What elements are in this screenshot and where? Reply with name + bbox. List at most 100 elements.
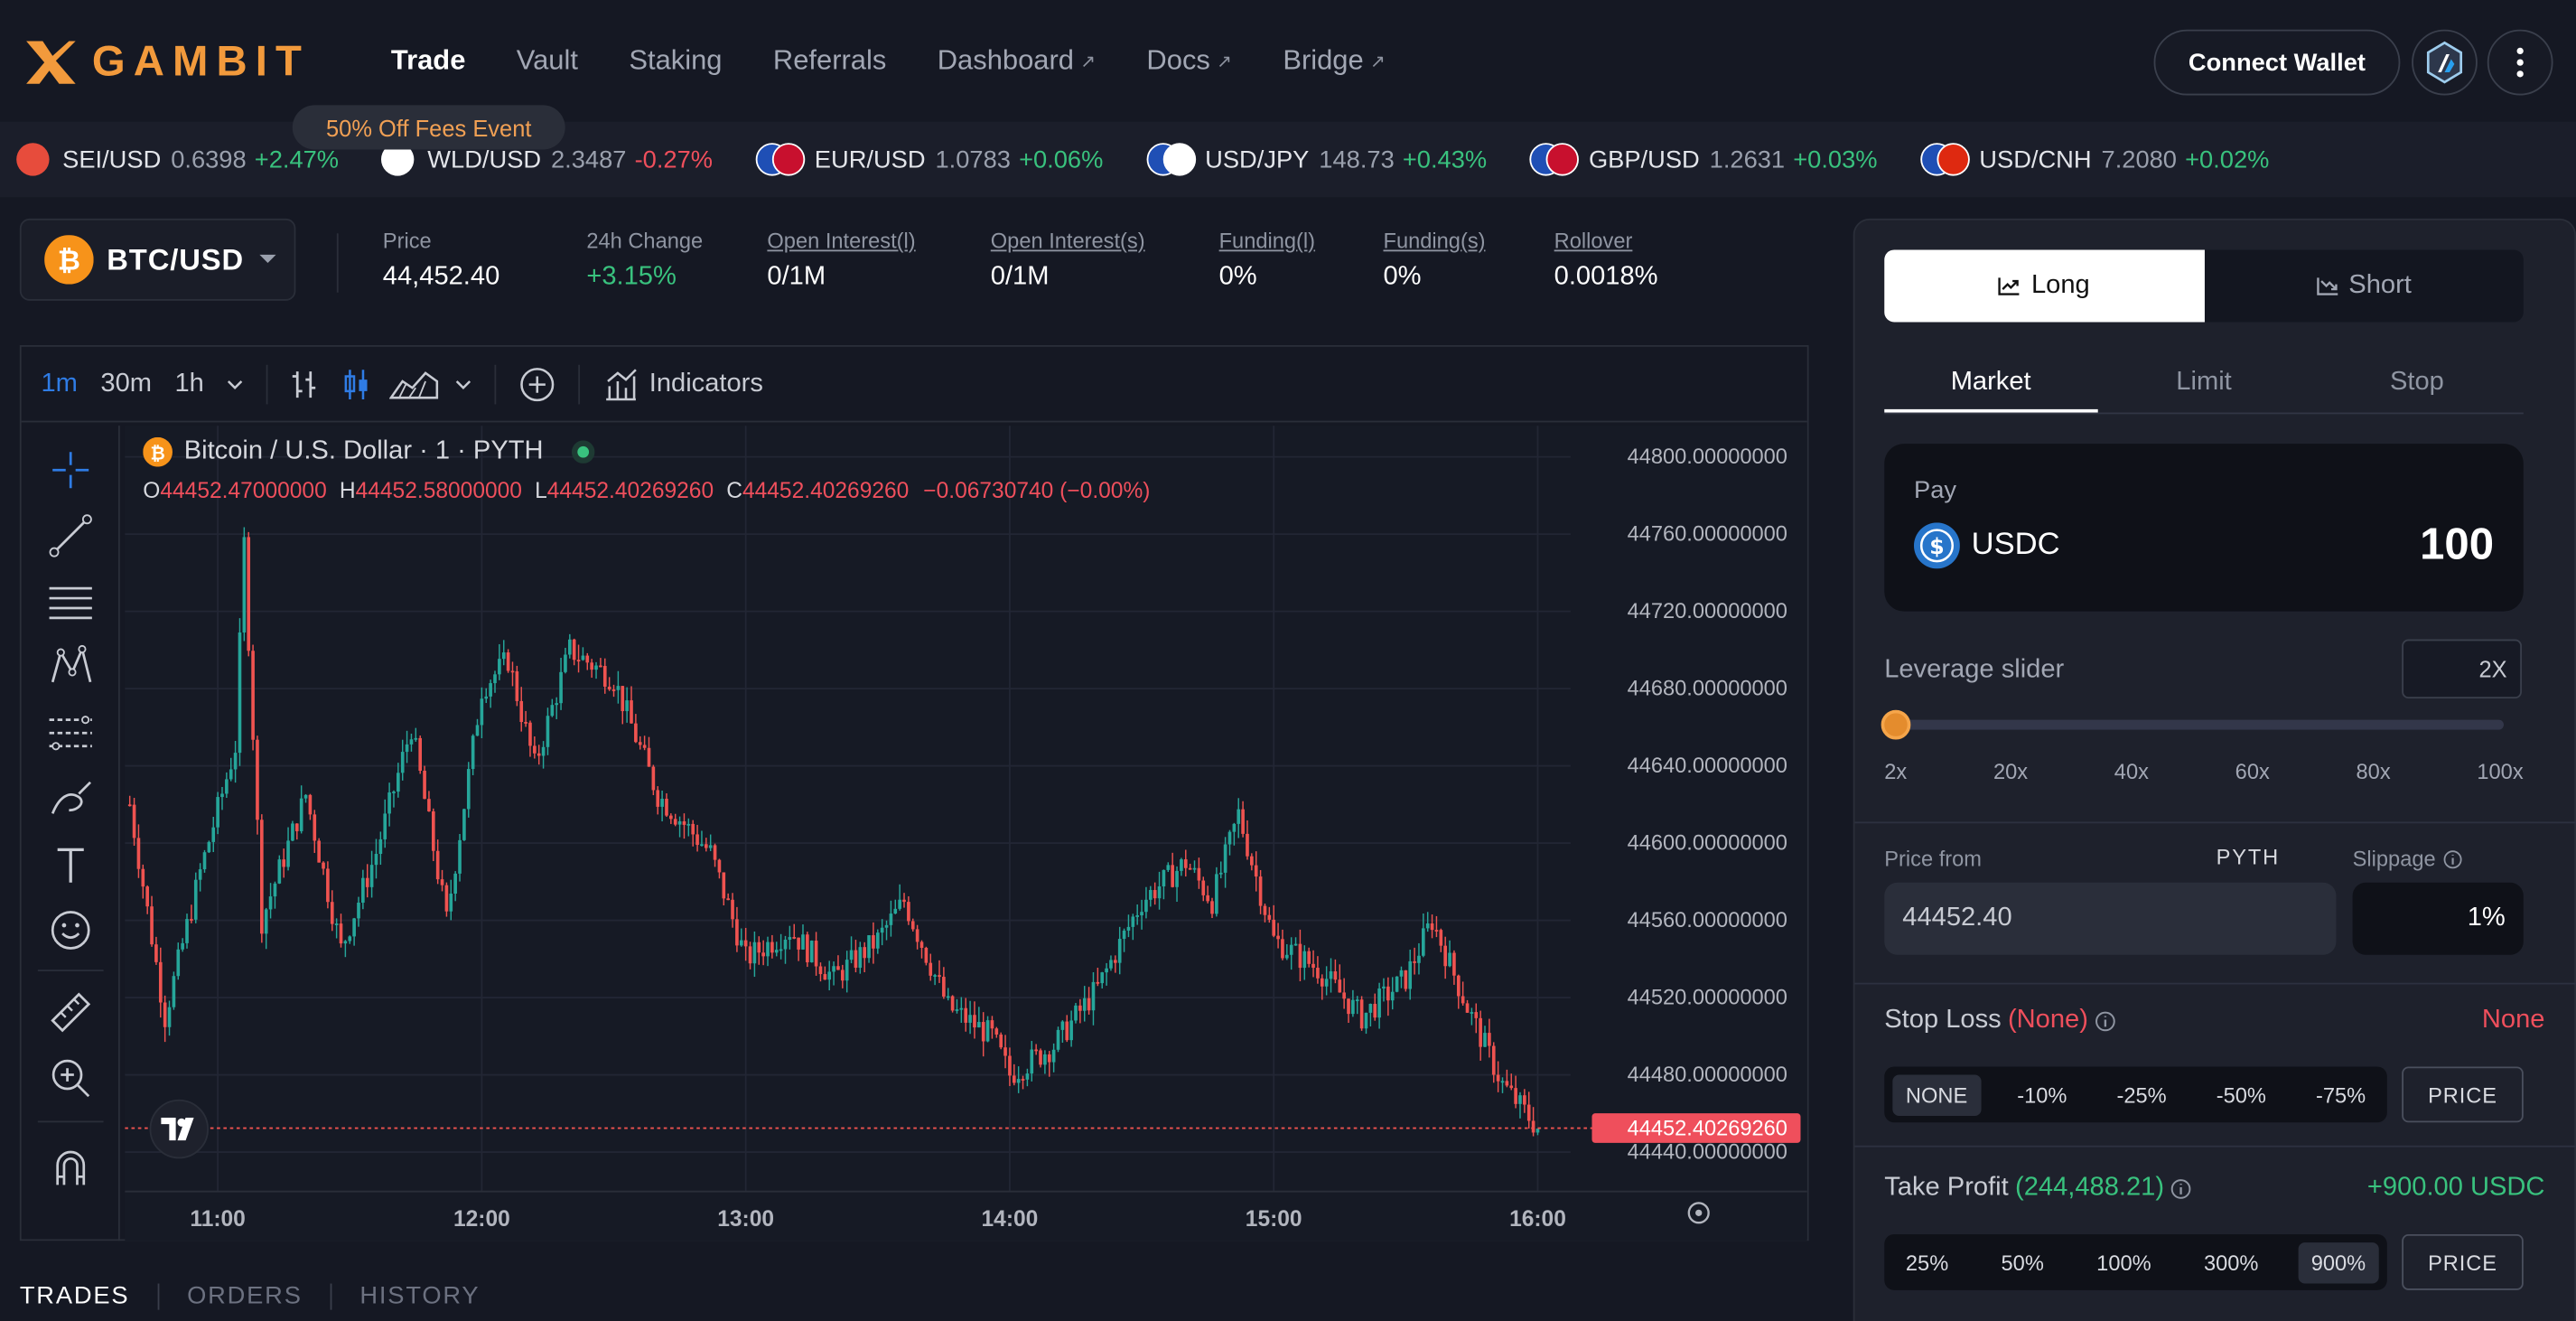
tradingview-logo[interactable]	[149, 1099, 209, 1159]
connect-wallet-button[interactable]: Connect Wallet	[2153, 29, 2401, 96]
close-label: C	[726, 478, 742, 503]
horizontal-lines-icon[interactable]	[46, 576, 96, 626]
promo-badge[interactable]: 50% Off Fees Event	[292, 105, 565, 150]
market-stat[interactable]: Open Interest(l) 0/1M	[767, 229, 915, 293]
stop-loss-option[interactable]: -25%	[2116, 1082, 2167, 1108]
leverage-thumb[interactable]	[1881, 709, 1911, 740]
ticker-item[interactable]: WLD/USD 2.3487 -0.27%	[381, 141, 713, 177]
chevron-down-icon[interactable]	[455, 379, 471, 389]
candle-body	[1148, 889, 1153, 900]
text-tool-icon[interactable]	[46, 839, 96, 889]
ticker-item[interactable]: GBP/USD 1.2631 +0.03%	[1529, 141, 1878, 177]
candle-body	[233, 753, 238, 770]
interval-1h[interactable]: 1h	[174, 369, 204, 398]
nav-staking[interactable]: Staking	[629, 44, 722, 77]
take-profit-option[interactable]: 100%	[2096, 1250, 2151, 1275]
pattern-icon[interactable]	[46, 642, 96, 692]
ticker-item[interactable]: USD/JPY 148.73 +0.43%	[1145, 141, 1487, 177]
slippage-input[interactable]: 1%	[2352, 882, 2524, 955]
ruler-icon[interactable]	[46, 988, 96, 1037]
divider	[1854, 821, 2576, 824]
nav-vault[interactable]: Vault	[517, 44, 578, 77]
candle-body	[1218, 872, 1223, 875]
zoom-in-icon[interactable]	[46, 1054, 96, 1103]
info-icon[interactable]	[2095, 1010, 2116, 1032]
emoji-icon[interactable]	[46, 905, 96, 955]
network-selector-button[interactable]	[2412, 29, 2478, 96]
leverage-mark[interactable]: 100x	[2477, 759, 2524, 784]
gambit-logo[interactable]: GAMBIT	[23, 36, 309, 87]
market-selector[interactable]: ₿ BTC/USD	[19, 218, 296, 301]
tab-market[interactable]: Market	[1884, 355, 2098, 413]
nav-bridge[interactable]: Bridge ↗	[1283, 44, 1385, 77]
take-profit-option[interactable]: 900%	[2298, 1241, 2379, 1283]
stop-loss-option[interactable]: NONE	[1892, 1073, 1981, 1116]
ticker-item[interactable]: SEI/USD 0.6398 +2.47%	[16, 141, 339, 177]
indicators-icon[interactable]	[603, 366, 639, 402]
stop-loss-price-button[interactable]: PRICE	[2402, 1066, 2524, 1123]
candle-body	[303, 794, 308, 799]
candle-body	[1443, 945, 1447, 967]
divider	[266, 363, 268, 404]
take-profit-option[interactable]: 25%	[1905, 1250, 1949, 1275]
nav-referrals[interactable]: Referrals	[773, 44, 886, 77]
market-stat[interactable]: Open Interest(s) 0/1M	[991, 229, 1145, 293]
leverage-input[interactable]: 2X	[2402, 639, 2522, 699]
market-stat[interactable]: Rollover 0.0018%	[1554, 229, 1658, 293]
short-button[interactable]: Short	[2204, 249, 2524, 322]
interval-30m[interactable]: 30m	[100, 369, 152, 398]
take-profit-option[interactable]: 300%	[2203, 1250, 2259, 1275]
brush-icon[interactable]	[46, 774, 96, 824]
candles-icon[interactable]	[341, 368, 373, 400]
open-value: 44452.47000000	[160, 478, 327, 503]
candle-body	[1434, 930, 1439, 932]
market-stat[interactable]: Funding(s) 0%	[1383, 229, 1485, 293]
long-button[interactable]: Long	[1884, 249, 2205, 323]
pay-amount-input[interactable]: 100	[2420, 519, 2495, 569]
take-profit-price-button[interactable]: PRICE	[2402, 1233, 2524, 1290]
leverage-mark[interactable]: 80x	[2356, 759, 2391, 784]
more-menu-button[interactable]	[2487, 29, 2553, 96]
stop-loss-option[interactable]: -75%	[2315, 1082, 2366, 1108]
interval-1m[interactable]: 1m	[41, 369, 78, 398]
candle-body	[409, 739, 414, 745]
bar-chart-icon[interactable]	[288, 368, 321, 400]
nav-trade[interactable]: Trade	[391, 44, 466, 77]
stop-loss-option[interactable]: -10%	[2017, 1082, 2067, 1108]
info-icon[interactable]	[2442, 848, 2462, 868]
ticker-item[interactable]: USD/CNH 7.2080 +0.02%	[1919, 141, 2269, 177]
indicators-button[interactable]: Indicators	[649, 369, 763, 398]
stop-loss-option[interactable]: -50%	[2216, 1082, 2266, 1108]
candle-body	[898, 899, 901, 909]
nav-dashboard[interactable]: Dashboard ↗	[938, 44, 1096, 77]
candle-body	[717, 859, 722, 873]
take-profit-option[interactable]: 50%	[2001, 1250, 2044, 1275]
candlestick-chart[interactable]: 44800.00000000 44760.00000000 44720.000000…	[125, 426, 1807, 1241]
area-chart-icon[interactable]	[389, 368, 439, 400]
chevron-down-icon[interactable]	[227, 379, 243, 389]
trend-line-icon[interactable]	[46, 511, 96, 561]
leverage-mark[interactable]: 2x	[1884, 759, 1908, 784]
leverage-mark[interactable]: 60x	[2235, 759, 2270, 784]
magnet-icon[interactable]	[46, 1142, 96, 1192]
pay-token[interactable]: USDC	[1971, 527, 2060, 563]
nav-docs[interactable]: Docs ↗	[1146, 44, 1231, 77]
tab-limit[interactable]: Limit	[2176, 368, 2232, 397]
leverage-mark[interactable]: 40x	[2114, 759, 2149, 784]
crosshair-icon[interactable]	[46, 445, 96, 495]
tab-orders[interactable]: ORDERS	[187, 1281, 303, 1310]
info-icon[interactable]	[2170, 1177, 2192, 1199]
leverage-slider[interactable]	[1881, 709, 2504, 740]
tab-stop[interactable]: Stop	[2389, 368, 2444, 397]
market-stat[interactable]: Funding(l) 0%	[1219, 229, 1315, 293]
chart-settings-icon[interactable]	[1687, 1202, 1710, 1224]
fib-retracement-icon[interactable]	[46, 708, 96, 758]
candle-body	[537, 753, 541, 756]
add-icon[interactable]	[519, 366, 555, 402]
tab-history[interactable]: HISTORY	[359, 1281, 481, 1310]
candle-body	[1430, 923, 1434, 931]
tab-trades[interactable]: TRADES	[19, 1281, 130, 1310]
ticker-item[interactable]: EUR/USD 1.0783 +0.06%	[755, 141, 1103, 177]
leverage-mark[interactable]: 20x	[1993, 759, 2029, 784]
price-input[interactable]: 44452.40	[1884, 882, 2337, 955]
